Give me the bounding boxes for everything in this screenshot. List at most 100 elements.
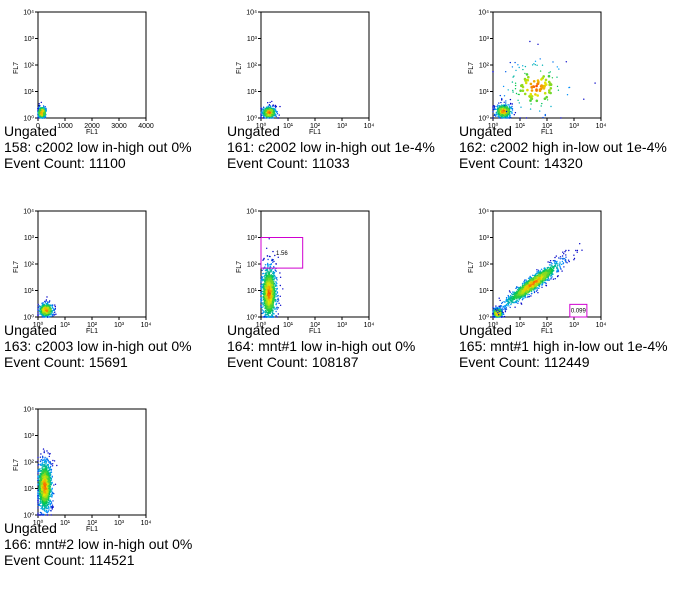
panel-gate-title: Ungated — [459, 322, 512, 338]
event-point — [50, 490, 52, 492]
event-point — [264, 273, 266, 275]
event-point — [525, 296, 527, 299]
event-point — [51, 465, 54, 467]
event-point — [544, 78, 548, 82]
event-point — [268, 311, 270, 314]
event-point — [274, 290, 276, 292]
event-point — [525, 290, 528, 293]
event-point — [271, 290, 275, 293]
panel-gate-title: Ungated — [4, 520, 57, 536]
event-point — [508, 290, 511, 292]
panel-sample-name: 164: mnt#1 low in-high out 0% — [227, 338, 416, 354]
event-point — [260, 299, 262, 302]
event-point — [540, 268, 543, 270]
panel-caption: Ungated 165: mnt#1 high in-low out 1e-4% E… — [459, 322, 668, 370]
event-point — [47, 301, 49, 303]
y-tick-label: 10³ — [247, 235, 258, 242]
event-point — [576, 249, 579, 252]
x-tick-label: 10⁰ — [256, 122, 267, 130]
event-point — [528, 280, 530, 282]
event-point — [536, 269, 538, 271]
event-point — [276, 277, 278, 279]
event-point — [566, 94, 569, 96]
event-point — [270, 308, 273, 310]
event-point — [543, 81, 547, 84]
y-tick-label: 10¹ — [479, 288, 490, 295]
event-point — [38, 104, 40, 107]
gate-region[interactable] — [569, 303, 588, 318]
event-point — [273, 260, 275, 263]
event-point — [43, 503, 45, 506]
event-point — [507, 89, 509, 91]
event-point — [47, 472, 50, 475]
event-point — [576, 251, 578, 253]
event-point — [542, 282, 544, 284]
event-point — [261, 114, 263, 117]
event-point — [40, 459, 43, 461]
event-point — [264, 283, 266, 286]
event-point — [504, 305, 507, 308]
event-point — [528, 290, 531, 292]
event-point — [260, 275, 263, 278]
event-point — [50, 506, 53, 508]
event-point — [499, 107, 502, 111]
event-point — [510, 302, 512, 304]
panel-sample-name: 166: mnt#2 low in-high out 0% — [4, 536, 193, 552]
event-point — [48, 301, 50, 303]
event-point — [262, 284, 265, 287]
event-point — [267, 274, 271, 278]
event-point — [499, 306, 501, 308]
event-point — [276, 111, 278, 113]
event-point — [501, 105, 503, 107]
plot-frame — [37, 408, 147, 516]
event-point — [272, 286, 275, 289]
event-point — [272, 312, 274, 315]
event-point — [261, 113, 264, 115]
event-point — [518, 291, 521, 294]
event-point — [581, 249, 583, 251]
event-point — [260, 293, 262, 296]
event-point — [41, 491, 44, 495]
event-point — [48, 509, 50, 511]
event-point — [514, 82, 517, 84]
event-point — [49, 495, 52, 497]
event-point — [265, 309, 267, 311]
event-point — [267, 265, 269, 267]
event-point — [272, 261, 274, 263]
event-point — [493, 107, 496, 109]
event-point — [530, 97, 534, 101]
event-point — [557, 89, 560, 91]
event-point — [50, 463, 52, 465]
event-point — [492, 313, 494, 316]
gate-region[interactable] — [260, 237, 304, 269]
event-point — [513, 75, 515, 77]
x-axis-label: FL1 — [541, 328, 553, 335]
event-point — [557, 271, 559, 273]
event-point — [270, 263, 272, 266]
event-point — [48, 469, 50, 472]
event-point — [509, 102, 512, 105]
y-tick-label: 10⁰ — [23, 115, 34, 123]
event-point — [52, 506, 54, 508]
event-point — [497, 113, 499, 116]
event-point — [538, 285, 541, 288]
event-point — [564, 251, 566, 253]
event-point — [493, 315, 495, 317]
event-point — [510, 303, 512, 306]
event-point — [262, 310, 265, 312]
event-point — [526, 88, 529, 92]
event-point — [40, 482, 43, 485]
event-point — [47, 466, 50, 468]
event-point — [53, 460, 56, 462]
event-point — [45, 299, 48, 301]
event-point — [511, 103, 513, 105]
event-point — [565, 260, 567, 262]
event-point — [509, 291, 511, 293]
event-point — [508, 303, 510, 305]
event-point — [275, 115, 277, 117]
event-point — [533, 288, 535, 290]
event-point — [524, 286, 527, 290]
event-point — [556, 269, 559, 272]
event-point — [564, 258, 566, 260]
